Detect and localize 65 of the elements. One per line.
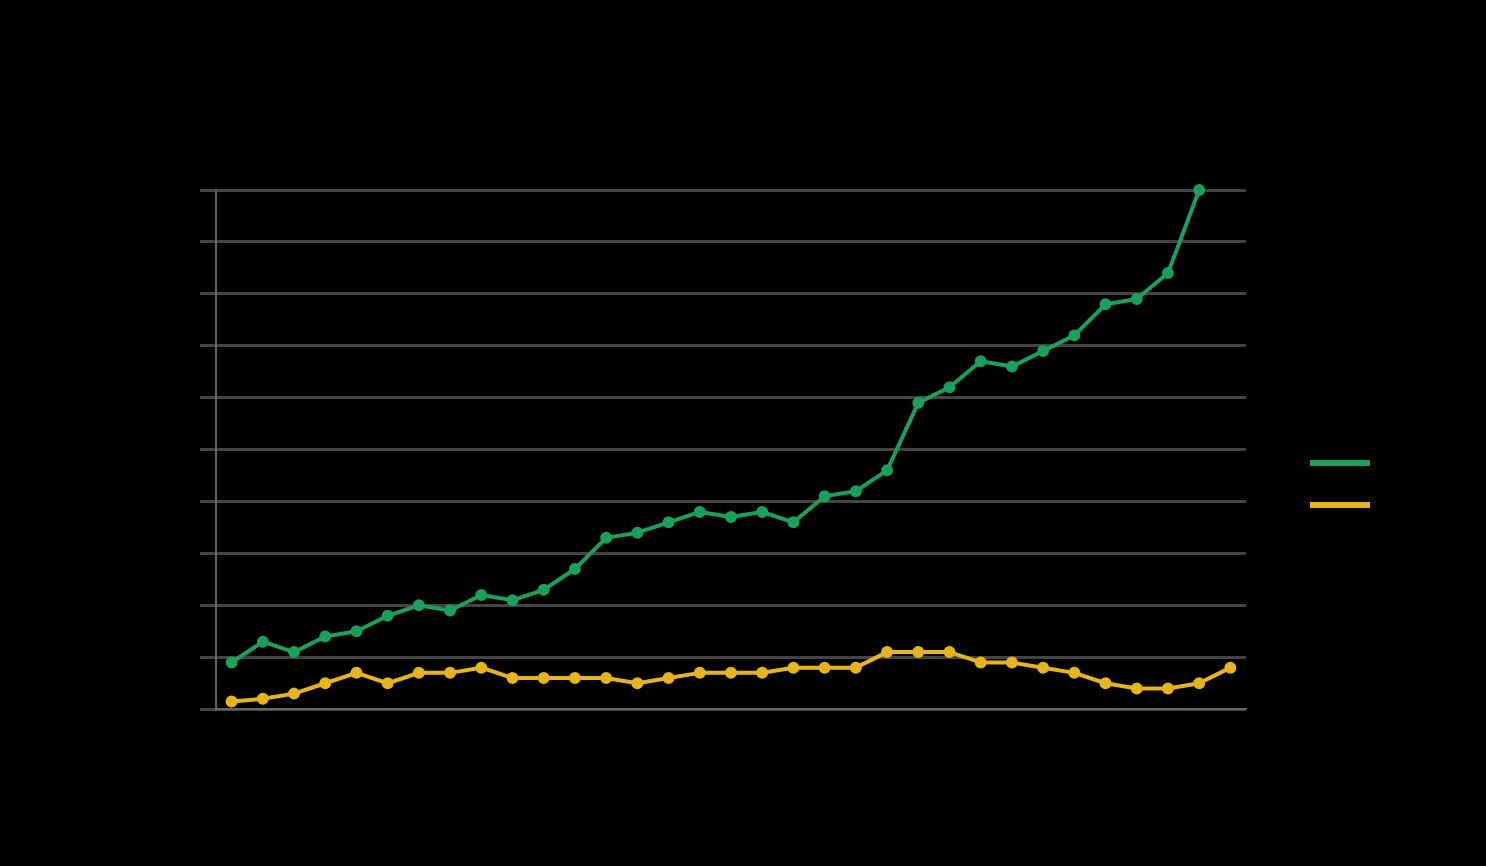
point: [256, 692, 269, 705]
point: [1099, 677, 1112, 690]
point: [568, 672, 581, 685]
point: [912, 646, 925, 659]
point: [600, 531, 613, 544]
point: [600, 672, 613, 685]
point: [568, 563, 581, 576]
point: [444, 604, 457, 617]
point: [849, 485, 862, 498]
point: [1130, 682, 1143, 695]
point: [350, 666, 363, 679]
point: [475, 661, 488, 674]
point: [381, 677, 394, 690]
point: [444, 666, 457, 679]
point: [787, 661, 800, 674]
point: [631, 526, 644, 539]
point: [1193, 677, 1206, 690]
point: [506, 672, 519, 685]
point: [319, 677, 332, 690]
point: [537, 672, 550, 685]
point: [943, 381, 956, 394]
point: [849, 661, 862, 674]
point: [288, 646, 301, 659]
point: [225, 656, 238, 669]
point: [912, 396, 925, 409]
point: [725, 666, 737, 679]
point: [1224, 661, 1237, 674]
point: [1068, 329, 1081, 342]
point: [1037, 661, 1050, 674]
point: [475, 588, 488, 601]
point: [225, 695, 238, 708]
point: [1068, 666, 1081, 679]
point: [693, 505, 706, 518]
point: [1161, 682, 1174, 695]
point: [1130, 293, 1143, 306]
point: [725, 511, 737, 524]
point: [319, 630, 332, 643]
point: [350, 625, 363, 638]
point: [381, 609, 394, 622]
point: [662, 516, 675, 529]
point: [818, 661, 831, 674]
point: [1193, 184, 1206, 196]
point: [881, 646, 894, 659]
point: [756, 505, 769, 518]
point: [974, 656, 987, 669]
point: [1099, 298, 1112, 311]
point: [818, 490, 831, 503]
point: [693, 666, 706, 679]
point: [881, 464, 894, 477]
point: [974, 355, 987, 368]
point: [256, 635, 269, 648]
point: [1005, 656, 1018, 669]
point: [662, 672, 675, 685]
point: [1037, 344, 1050, 357]
point: [756, 666, 769, 679]
point: [412, 599, 425, 612]
point: [412, 666, 425, 679]
point: [1005, 360, 1018, 373]
point: [537, 583, 550, 596]
point: [787, 516, 800, 529]
point: [506, 594, 519, 607]
point: [1161, 267, 1174, 280]
point: [288, 687, 301, 700]
point: [631, 677, 644, 690]
point: [943, 646, 956, 659]
